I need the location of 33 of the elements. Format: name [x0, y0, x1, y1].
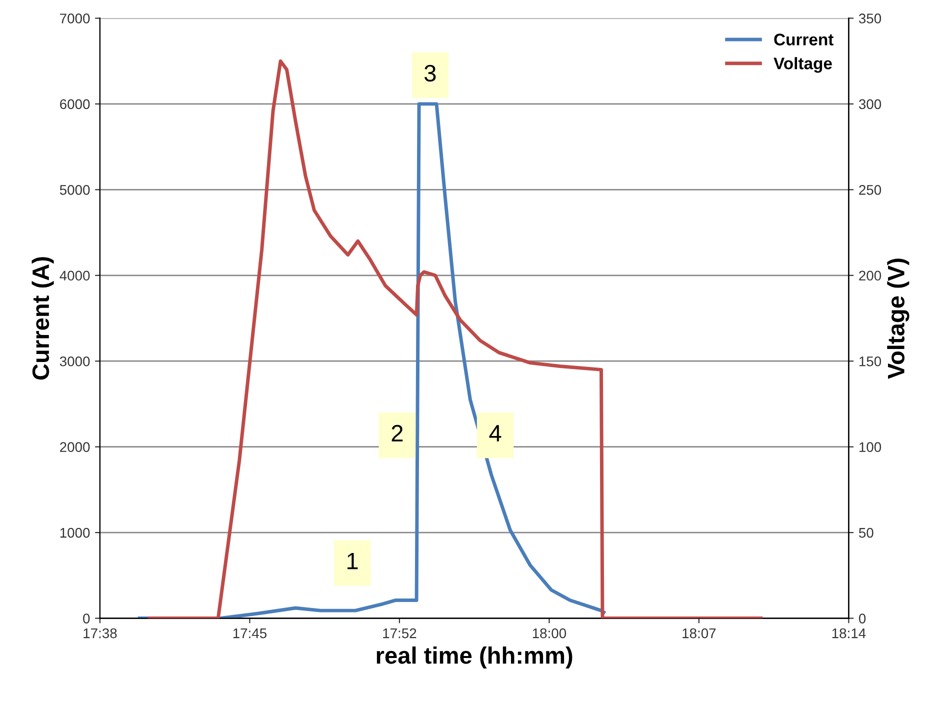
y-tick-label: 6000 [60, 99, 90, 110]
y-tick-label: 2000 [60, 442, 90, 452]
y-tick-label: 5000 [60, 185, 90, 195]
y2-tick-label: 300 [858, 99, 882, 110]
y-axis-title: Current (A) [32, 257, 54, 380]
annotation: 4 [489, 425, 502, 442]
x-tick-label: 17:45 [233, 628, 267, 638]
annotation: 1 [348, 552, 358, 570]
y-tick-label: 1000 [60, 528, 90, 538]
annotation: 3 [424, 64, 436, 82]
y-tick-label: 0 [83, 614, 90, 624]
x-tick-label: 18:00 [532, 628, 566, 638]
y2-tick-label: 0 [858, 614, 866, 624]
y2-tick-label: 200 [859, 270, 882, 281]
y2-tick-label: 150 [859, 356, 882, 366]
y-tick-label: 4000 [60, 270, 90, 281]
x-axis-title: real time (hh:mm) [376, 646, 572, 669]
x-tick-label: 18:14 [832, 628, 866, 638]
y2-tick-label: 50 [858, 528, 874, 538]
y2-axis-title: Voltage (V) [887, 258, 910, 379]
x-tick-label: 17:38 [84, 628, 117, 638]
y2-tick-label: 250 [859, 185, 882, 195]
x-tick-label: 18:07 [682, 628, 716, 638]
x-tick-label: 17:52 [383, 628, 416, 638]
line-series [138, 102, 606, 618]
y2-tick-label: 350 [858, 14, 882, 24]
annotation: 2 [392, 424, 403, 442]
y-tick-label: 7000 [60, 14, 90, 24]
legend-label: Current [774, 34, 834, 46]
line-series [148, 59, 763, 618]
legend-label: Voltage [774, 57, 832, 73]
y-tick-label: 3000 [60, 356, 90, 366]
y2-tick-label: 100 [859, 442, 882, 452]
